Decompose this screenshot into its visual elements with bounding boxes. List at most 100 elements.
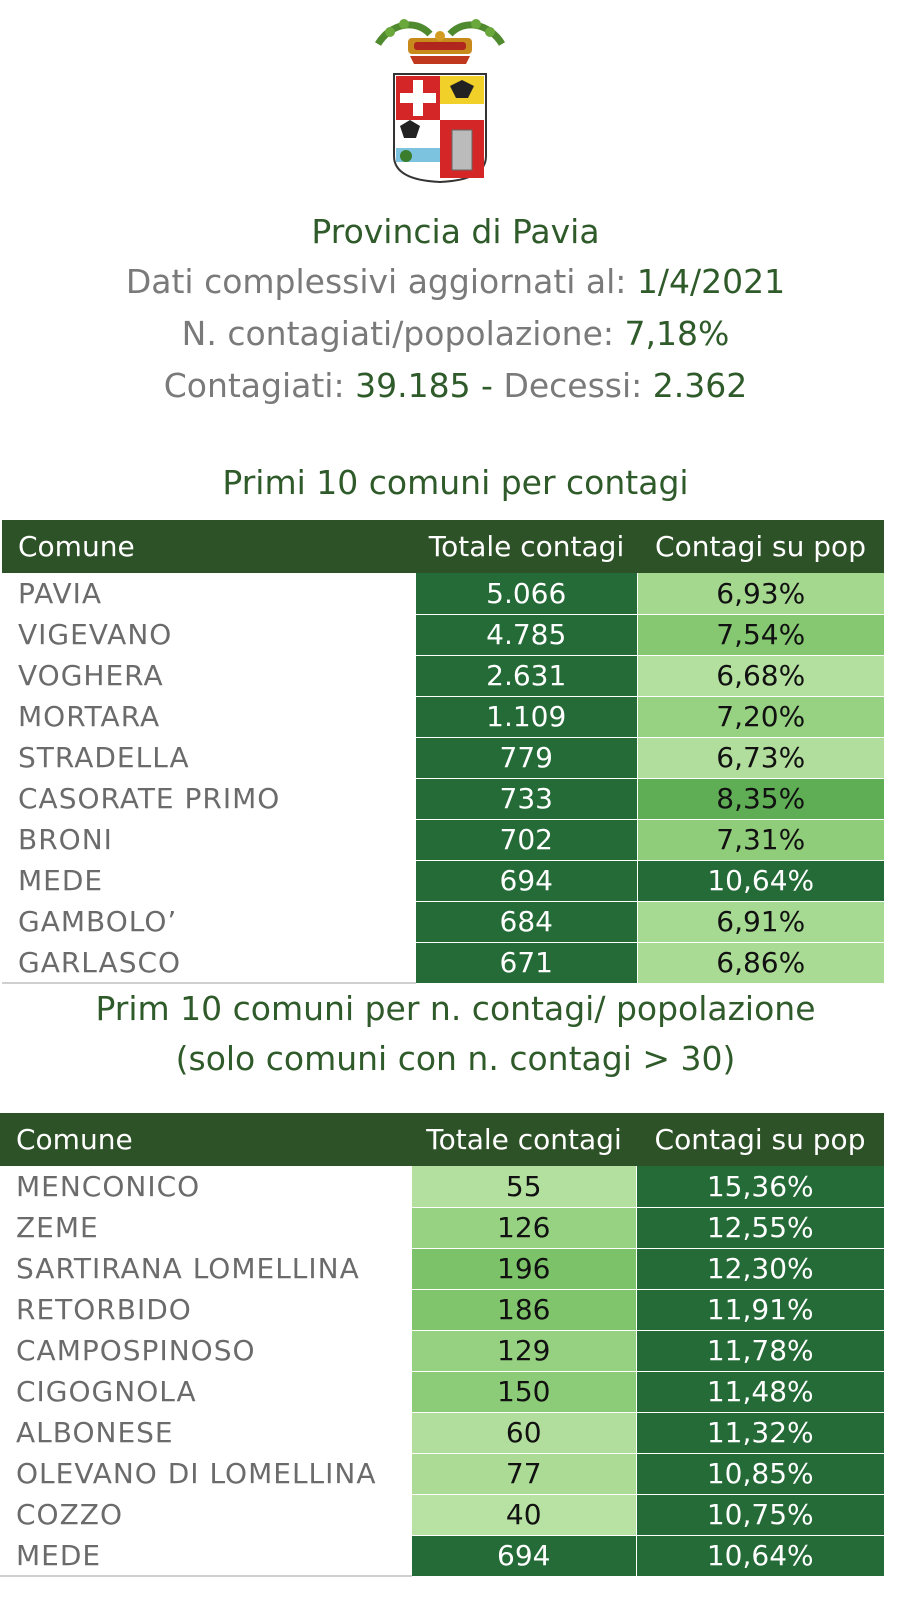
cell-comune: VIGEVANO bbox=[2, 614, 416, 655]
cell-comune: BRONI bbox=[2, 819, 416, 860]
cell-contagi-su-pop: 6,86% bbox=[637, 942, 884, 984]
table-row: ZEME 126 12,55% bbox=[0, 1207, 884, 1249]
column-header-totale: Totale contagi bbox=[416, 520, 637, 573]
cell-contagi-su-pop: 6,91% bbox=[637, 901, 884, 943]
column-header-totale: Totale contagi bbox=[412, 1113, 636, 1166]
date-value: 1/4/2021 bbox=[636, 262, 786, 301]
cell-comune: MEDE bbox=[2, 860, 416, 901]
page-title: Provincia di Pavia bbox=[311, 212, 600, 251]
top-cases-table: Comune Totale contagi Contagi su pop PAV… bbox=[2, 520, 884, 984]
table-row: BRONI 702 7,31% bbox=[2, 819, 884, 861]
cell-totale-contagi: 150 bbox=[412, 1371, 637, 1413]
table-row: MORTARA 1.109 7,20% bbox=[2, 696, 884, 738]
cell-contagi-su-pop: 11,32% bbox=[636, 1412, 884, 1454]
ratio-label: N. contagiati/popolazione: bbox=[181, 314, 625, 353]
table-header-row: Comune Totale contagi Contagi su pop bbox=[0, 1113, 884, 1166]
table-row: CAMPOSPINOSO 129 11,78% bbox=[0, 1330, 884, 1372]
table-row: ALBONESE 60 11,32% bbox=[0, 1412, 884, 1454]
cell-contagi-su-pop: 8,35% bbox=[637, 778, 884, 820]
cell-totale-contagi: 4.785 bbox=[416, 614, 638, 656]
cell-contagi-su-pop: 11,48% bbox=[636, 1371, 884, 1413]
column-header-pop: Contagi su pop bbox=[637, 520, 884, 573]
cell-contagi-su-pop: 10,64% bbox=[637, 860, 884, 902]
deaths-label: Decessi: bbox=[503, 366, 653, 405]
province-crest-logo bbox=[375, 19, 505, 184]
table-row: MENCONICO 55 15,36% bbox=[0, 1166, 884, 1208]
cell-totale-contagi: 694 bbox=[416, 860, 638, 902]
cell-totale-contagi: 684 bbox=[416, 901, 638, 943]
cell-comune: ZEME bbox=[0, 1207, 412, 1248]
date-line: Dati complessivi aggiornati al: 1/4/2021 bbox=[0, 262, 911, 301]
cell-totale-contagi: 779 bbox=[416, 737, 638, 779]
cell-contagi-su-pop: 11,78% bbox=[636, 1330, 884, 1372]
cell-contagi-su-pop: 7,20% bbox=[637, 696, 884, 738]
cell-totale-contagi: 671 bbox=[416, 942, 638, 984]
cell-contagi-su-pop: 12,30% bbox=[636, 1248, 884, 1290]
top-ratio-table: Comune Totale contagi Contagi su pop MEN… bbox=[0, 1113, 884, 1577]
cell-totale-contagi: 55 bbox=[412, 1166, 637, 1208]
cell-comune: RETORBIDO bbox=[0, 1289, 412, 1330]
table-row: MEDE 694 10,64% bbox=[0, 1535, 884, 1577]
column-header-comune: Comune bbox=[0, 1113, 412, 1166]
cell-comune: COZZO bbox=[0, 1494, 412, 1535]
cell-totale-contagi: 5.066 bbox=[416, 573, 638, 615]
cell-contagi-su-pop: 6,93% bbox=[637, 573, 884, 615]
cell-comune: MENCONICO bbox=[0, 1166, 412, 1207]
cell-comune: VOGHERA bbox=[2, 655, 416, 696]
cell-contagi-su-pop: 12,55% bbox=[636, 1207, 884, 1249]
cell-totale-contagi: 702 bbox=[416, 819, 638, 861]
cell-comune: CASORATE PRIMO bbox=[2, 778, 416, 819]
cell-comune: MORTARA bbox=[2, 696, 416, 737]
cell-contagi-su-pop: 11,91% bbox=[636, 1289, 884, 1331]
table-row: MEDE 694 10,64% bbox=[2, 860, 884, 902]
table-row: VOGHERA 2.631 6,68% bbox=[2, 655, 884, 697]
cell-comune: CIGOGNOLA bbox=[0, 1371, 412, 1412]
table-row: SARTIRANA LOMELLINA 196 12,30% bbox=[0, 1248, 884, 1290]
cell-comune: STRADELLA bbox=[2, 737, 416, 778]
cell-totale-contagi: 733 bbox=[416, 778, 638, 820]
cell-comune: GAMBOLO’ bbox=[2, 901, 416, 942]
cell-contagi-su-pop: 7,31% bbox=[637, 819, 884, 861]
cell-comune: OLEVANO DI LOMELLINA bbox=[0, 1453, 412, 1494]
cell-comune: MEDE bbox=[0, 1535, 412, 1577]
cell-totale-contagi: 129 bbox=[412, 1330, 637, 1372]
cell-contagi-su-pop: 6,68% bbox=[637, 655, 884, 697]
cases-value: 39.185 bbox=[355, 366, 471, 405]
ratio-value: 7,18% bbox=[624, 314, 730, 353]
cell-totale-contagi: 196 bbox=[412, 1248, 637, 1290]
table-row: GAMBOLO’ 684 6,91% bbox=[2, 901, 884, 943]
date-label: Dati complessivi aggiornati al: bbox=[125, 262, 637, 301]
table-header-row: Comune Totale contagi Contagi su pop bbox=[2, 520, 884, 573]
table-row: OLEVANO DI LOMELLINA 77 10,85% bbox=[0, 1453, 884, 1495]
cell-totale-contagi: 2.631 bbox=[416, 655, 638, 697]
cell-totale-contagi: 1.109 bbox=[416, 696, 638, 738]
table-row: CIGOGNOLA 150 11,48% bbox=[0, 1371, 884, 1413]
table2-title-line2: (solo comuni con n. contagi > 30) bbox=[175, 1039, 736, 1078]
table1-title: Primi 10 comuni per contagi bbox=[222, 463, 689, 502]
cell-comune: ALBONESE bbox=[0, 1412, 412, 1453]
cell-comune: SARTIRANA LOMELLINA bbox=[0, 1248, 412, 1289]
cell-totale-contagi: 77 bbox=[412, 1453, 637, 1495]
deaths-value: 2.362 bbox=[652, 366, 748, 405]
cell-comune: CAMPOSPINOSO bbox=[0, 1330, 412, 1371]
table-row: CASORATE PRIMO 733 8,35% bbox=[2, 778, 884, 820]
cell-comune: GARLASCO bbox=[2, 942, 416, 984]
table2-title: Prim 10 comuni per n. contagi/ popolazio… bbox=[0, 984, 911, 1084]
totals-line: Contagiati: 39.185 - Decessi: 2.362 bbox=[0, 366, 911, 405]
cell-contagi-su-pop: 10,64% bbox=[636, 1535, 884, 1577]
cell-totale-contagi: 694 bbox=[412, 1535, 637, 1577]
table2-title-line1: Prim 10 comuni per n. contagi/ popolazio… bbox=[95, 989, 816, 1028]
cell-contagi-su-pop: 7,54% bbox=[637, 614, 884, 656]
cell-contagi-su-pop: 15,36% bbox=[636, 1166, 884, 1208]
column-header-pop: Contagi su pop bbox=[636, 1113, 884, 1166]
cases-label: Contagiati: bbox=[163, 366, 356, 405]
table-row: STRADELLA 779 6,73% bbox=[2, 737, 884, 779]
cell-totale-contagi: 40 bbox=[412, 1494, 637, 1536]
table-row: VIGEVANO 4.785 7,54% bbox=[2, 614, 884, 656]
table-row: COZZO 40 10,75% bbox=[0, 1494, 884, 1536]
cell-totale-contagi: 126 bbox=[412, 1207, 637, 1249]
column-header-comune: Comune bbox=[2, 520, 416, 573]
cell-totale-contagi: 186 bbox=[412, 1289, 637, 1331]
cell-totale-contagi: 60 bbox=[412, 1412, 637, 1454]
table-row: RETORBIDO 186 11,91% bbox=[0, 1289, 884, 1331]
